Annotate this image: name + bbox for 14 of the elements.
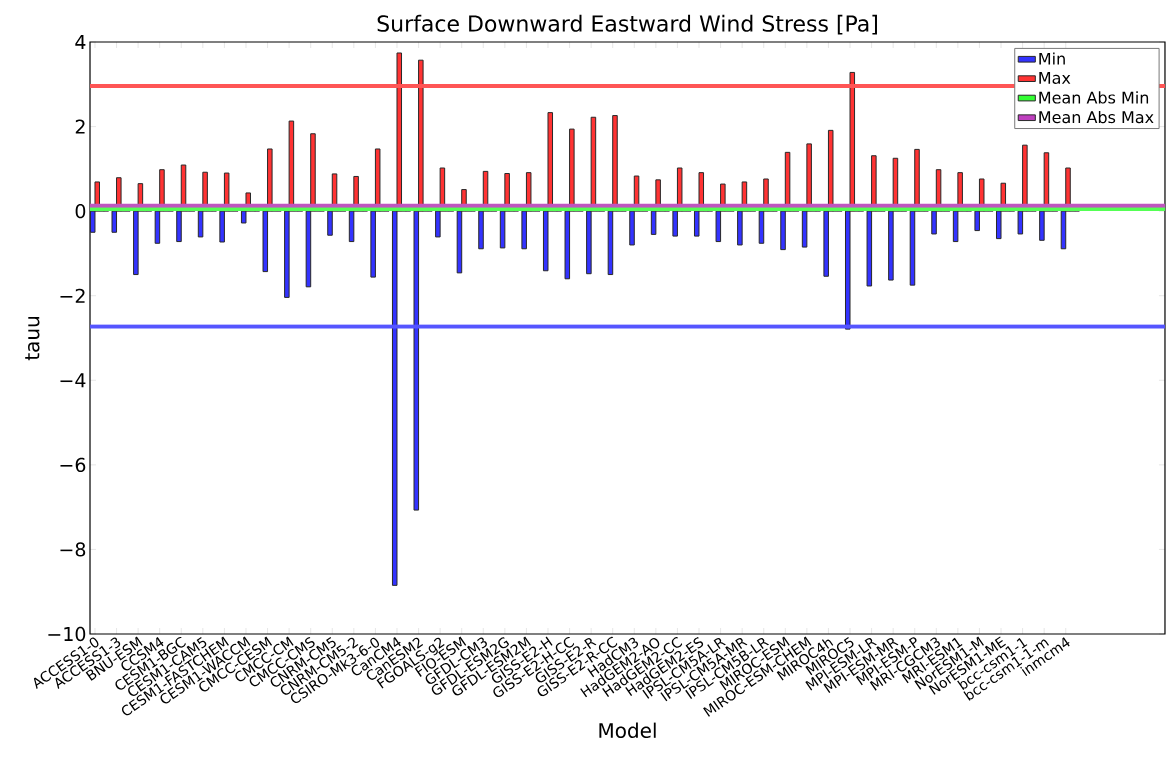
y-tick-label: −6: [60, 457, 86, 473]
legend-label: Mean Abs Max: [1039, 110, 1154, 124]
y-tick-label: 0: [75, 203, 86, 219]
y-tick-label: 2: [75, 119, 85, 134]
y-axis-title: tauu: [25, 317, 40, 361]
chart-title: Surface Downward Eastward Wind Stress [Pa]: [377, 14, 877, 35]
x-axis-title: Model: [599, 722, 656, 739]
legend-label: Min: [1039, 52, 1065, 65]
legend-label: Max: [1039, 72, 1071, 84]
y-tick-label: 4: [75, 35, 86, 49]
y-tick-label: −2: [60, 288, 85, 303]
legend-label: Mean Abs Min: [1039, 91, 1149, 104]
y-tick-label: −4: [60, 373, 86, 388]
y-tick-label: −8: [60, 542, 86, 557]
